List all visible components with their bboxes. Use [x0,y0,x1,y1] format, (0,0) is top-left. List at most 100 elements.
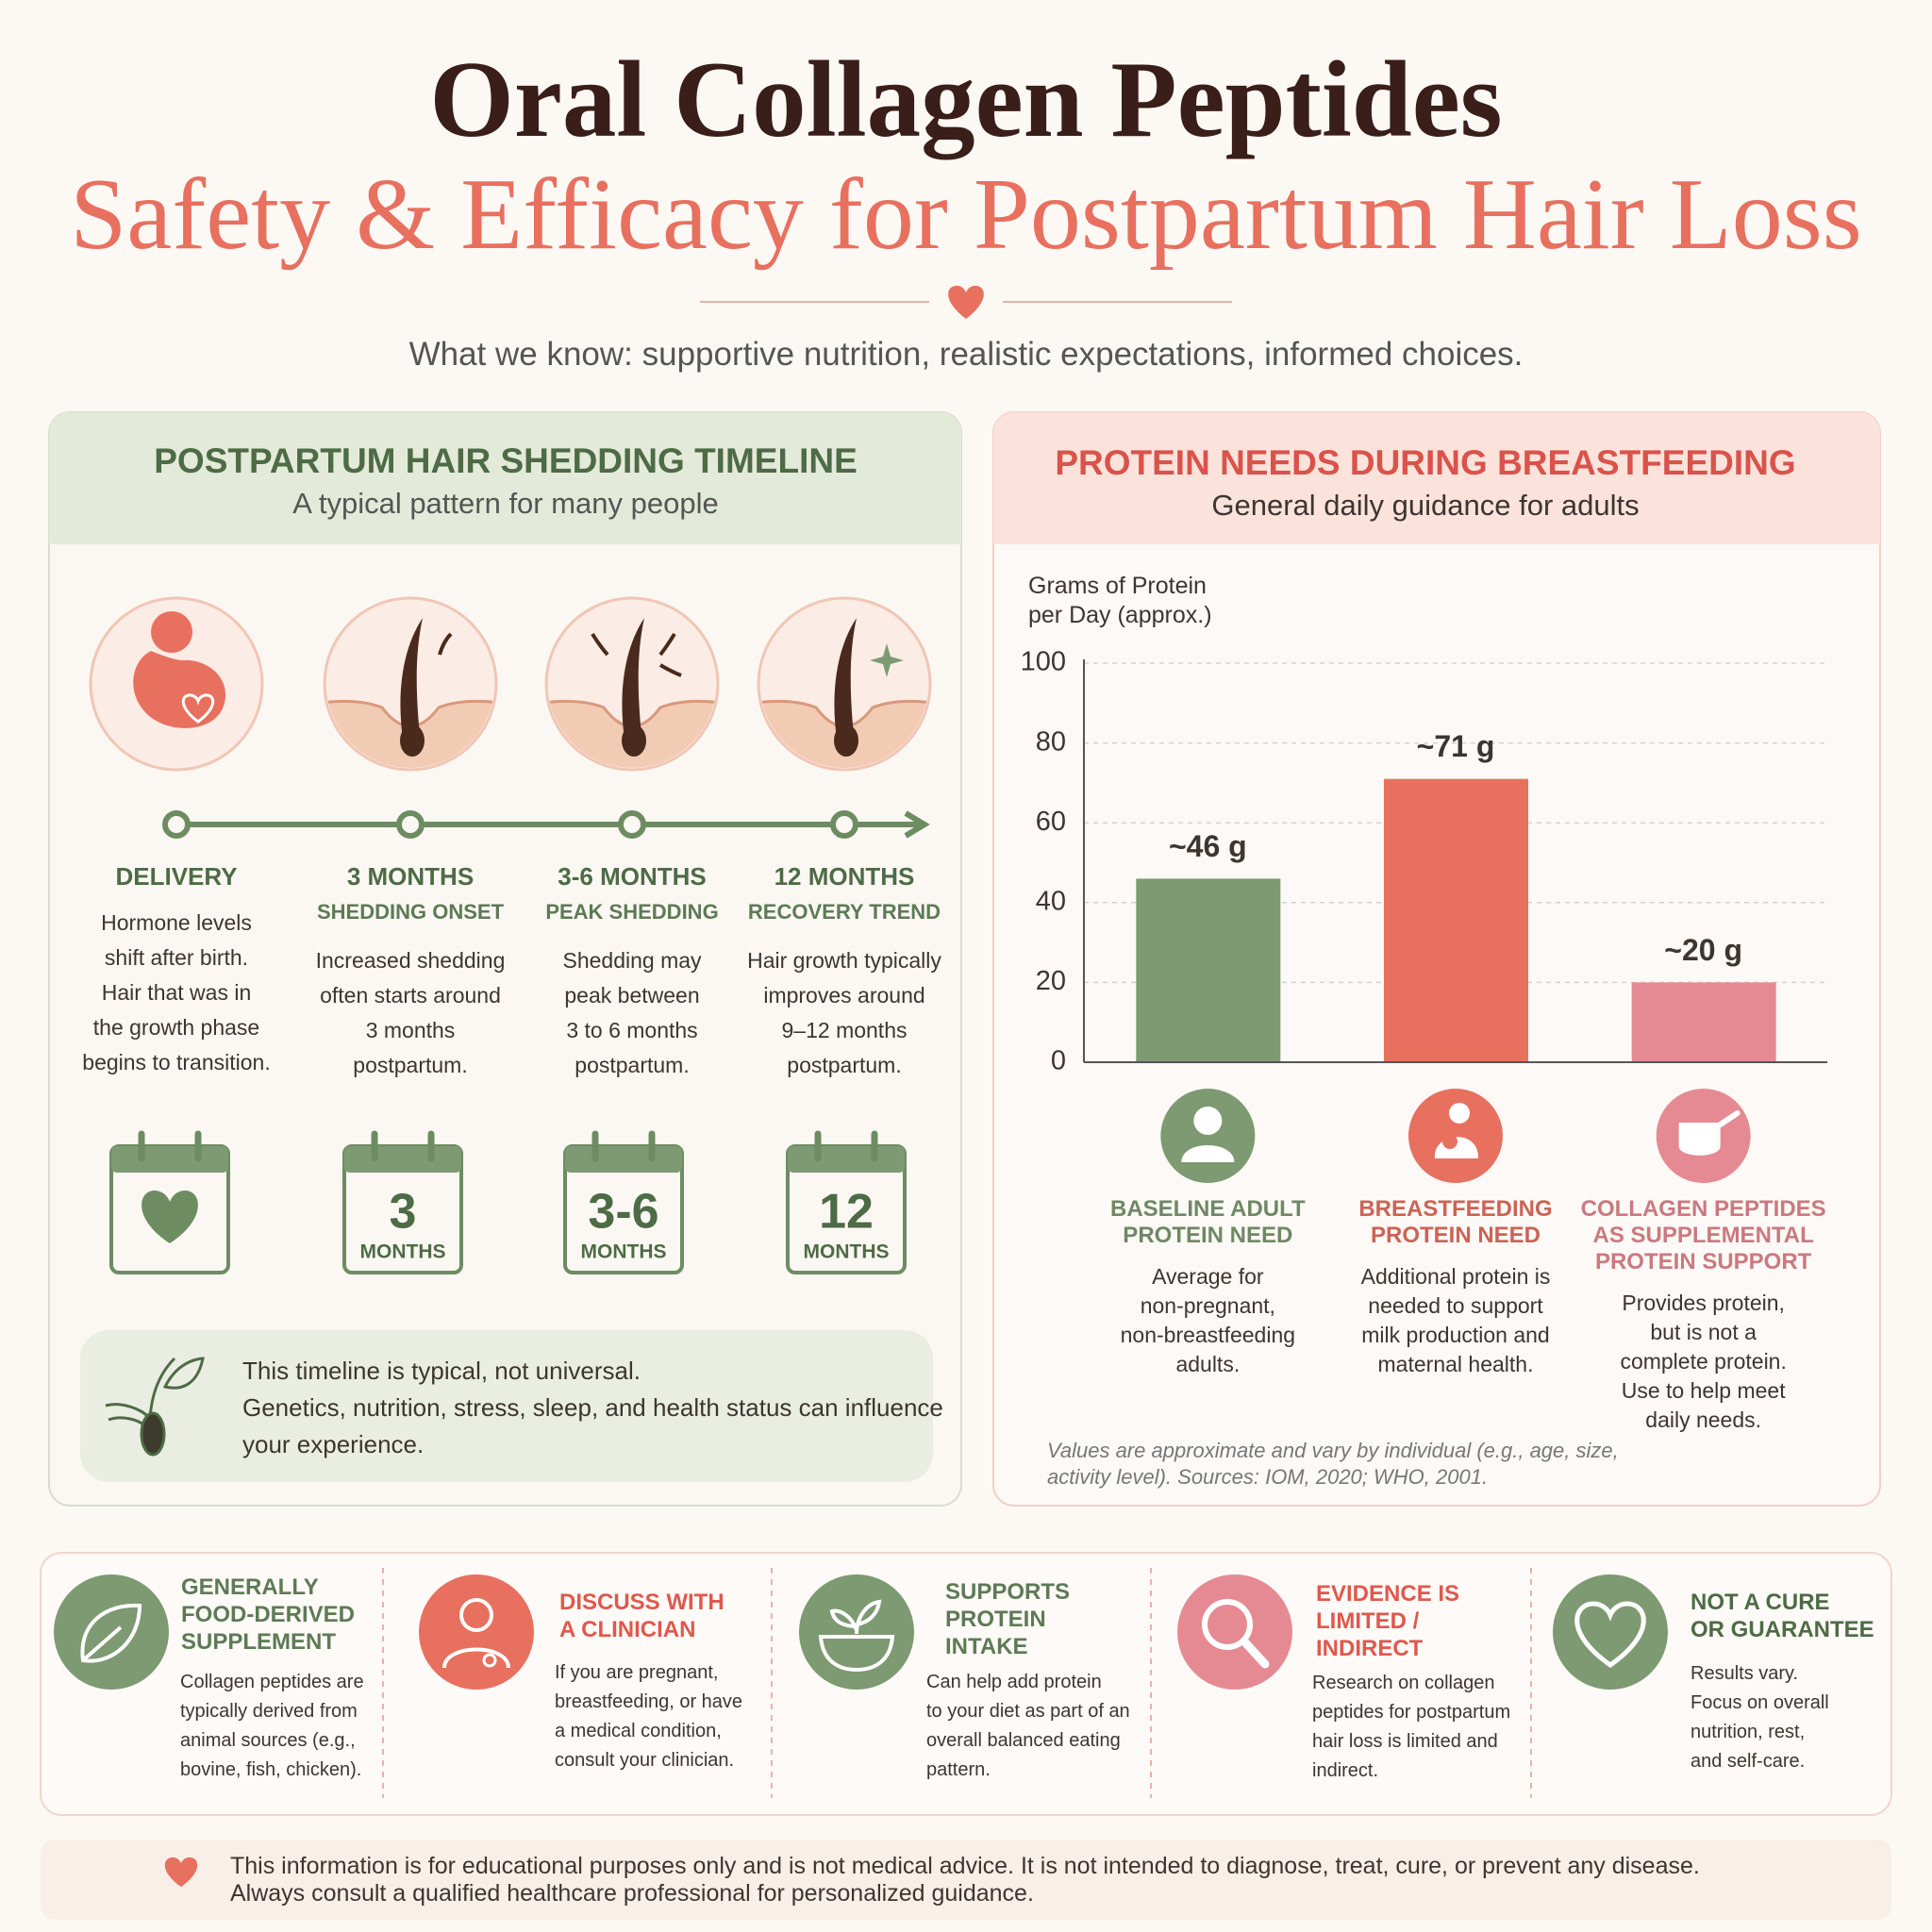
bar-chart: 0 20 40 60 80 100 ~46 g ~71 g ~20 g [1021,647,1827,1183]
icon-part [818,1635,895,1673]
panel-header [993,412,1880,544]
sprout-icon [105,1357,205,1457]
note-box [80,1330,933,1482]
icon-part [1202,1599,1253,1650]
step-sublabel: SHEDDING ONSET [316,900,505,924]
feature-icon [54,1574,169,1690]
disclaimer: This information is for educational purp… [230,1853,1700,1907]
step-label: 12 MONTHS [774,862,915,891]
value-label: ~46 g [1169,829,1247,863]
icon-part [80,1603,142,1663]
calendar-label: MONTHS [360,1241,446,1263]
step-text: Hair growth typically improves around 9–… [747,948,941,1077]
calendar-label: MONTHS [581,1241,667,1263]
note-lead: This timeline is typical, not universal. [242,1357,641,1385]
icon-part [1449,1103,1470,1124]
feature-title: SUPPORTS PROTEIN INTAKE [945,1579,1071,1659]
panel-title: POSTPARTUM HAIR SHEDDING TIMELINE [154,441,858,480]
feature-title: DISCUSS WITH A CLINICIAN [559,1590,724,1642]
icon-part [1408,1089,1503,1183]
bar [1631,982,1776,1062]
icon-part [1553,1574,1668,1690]
y-tick-label: 20 [1036,966,1066,996]
chart-note: Values are approximate and vary by indiv… [1047,1439,1619,1489]
category-icon [1160,1089,1256,1183]
delivery-icon [89,596,264,772]
category-note: Provides protein, but is not a complete … [1620,1291,1787,1432]
y-tick-label: 60 [1036,807,1066,837]
icon-part [1181,1145,1235,1162]
calendar-label: MONTHS [804,1241,890,1263]
calendar-icon [109,1130,230,1274]
category-note: Additional protein is needed to support … [1360,1264,1551,1376]
step-label: DELIVERY [115,862,238,891]
tagline: What we know: supportive nutrition, real… [408,336,1524,373]
y-tick-label: 100 [1021,647,1066,677]
icon-part [1193,1107,1223,1135]
value-label: ~71 g [1417,729,1495,763]
disclaimer-box [41,1840,1891,1920]
icon-part [829,1599,882,1635]
calendar-band [565,1146,682,1173]
note-text: Genetics, nutrition, stress, sleep, and … [242,1393,943,1458]
calendar-band [111,1146,228,1173]
feature-icon [1553,1574,1668,1690]
icon-part [1717,1110,1740,1127]
feature-title: GENERALLY FOOD-DERIVED SUPPLEMENT [181,1574,356,1655]
feature-text: Can help add protein to your diet as par… [926,1672,1130,1780]
step-text: Increased shedding often starts around 3… [315,948,506,1077]
icon-part [482,1653,497,1668]
icon-part [442,1647,510,1669]
step-text: Shedding may peak between 3 to 6 months … [562,948,702,1077]
feature-text: Results vary. Focus on overall nutrition… [1690,1663,1829,1772]
panel-subtitle: A typical pattern for many people [292,487,719,520]
panel-header [49,412,961,544]
step-sublabel: RECOVERY TREND [747,900,941,924]
y-tick-label: 40 [1036,886,1066,916]
separators [382,1568,1532,1798]
feature-text: Collagen peptides are typically derived … [180,1672,364,1780]
chart-subtitle: General daily guidance for adults [1211,489,1640,522]
feature-title: EVIDENCE IS LIMITED / INDIRECT [1316,1581,1460,1661]
value-label: ~20 g [1664,933,1742,967]
y-axis-label: Grams of Protein per Day (approx.) [1028,573,1212,628]
timeline-arrow [904,810,930,839]
bar [1136,878,1281,1062]
calendar-heart [142,1191,198,1243]
title: Oral Collagen Peptides [429,40,1503,159]
feature-title: NOT A CURE OR GUARANTEE [1690,1590,1874,1642]
feature-text: If you are pregnant, breastfeeding, or h… [555,1662,743,1771]
category-icon [1656,1089,1751,1183]
icon-part [1442,1134,1457,1149]
heart-icon [948,285,984,319]
feature-text: Research on collagen peptides for postpa… [1312,1673,1511,1781]
chart-title: PROTEIN NEEDS DURING BREASTFEEDING [1055,443,1796,482]
bar [1384,778,1528,1062]
icon-part [1240,1637,1270,1669]
feature-icon [419,1574,534,1690]
category-note: Average for non-pregnant, non-breastfeed… [1120,1264,1296,1376]
subtitle: Safety & Efficacy for Postpartum Hair Lo… [70,158,1862,271]
category-label: COLLAGEN PEPTIDES AS SUPPLEMENTAL PROTEI… [1580,1196,1826,1274]
icon-part [459,1598,493,1632]
category-label: BREASTFEEDING PROTEIN NEED [1358,1196,1553,1248]
icon-part [1678,1123,1721,1156]
step-text: Hormone levels shift after birth. Hair t… [82,910,271,1074]
icon-part [1160,1089,1256,1183]
heart-icon [164,1857,198,1887]
category-icon [1408,1089,1503,1183]
y-tick-label: 0 [1051,1046,1066,1076]
feature-icon [1177,1574,1292,1690]
calendar-band [344,1146,461,1173]
step-label: 3 MONTHS [346,862,475,891]
calendar-number: 3 [390,1185,417,1240]
icon-part [1177,1574,1292,1690]
step-sublabel: PEAK SHEDDING [545,900,719,924]
timeline-dots [162,810,858,839]
icon-part [54,1574,169,1690]
